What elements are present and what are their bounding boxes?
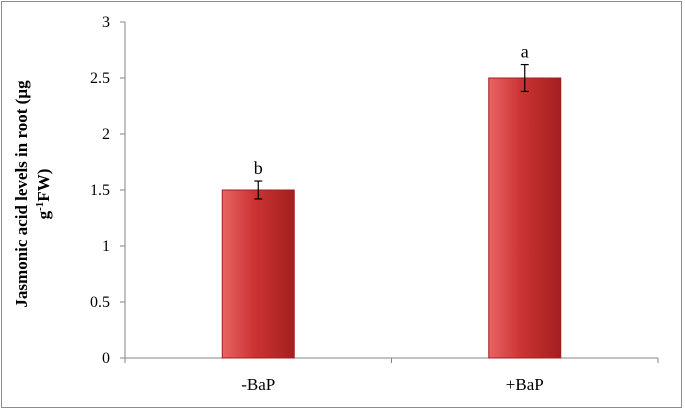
bar	[488, 77, 562, 359]
x-category-label: -BaP	[241, 375, 275, 394]
y-tick-label: 2	[102, 126, 110, 143]
y-axis-label: Jasmonic acid levels in root (µg g-1FW)	[12, 80, 53, 308]
y-tick-label: 0	[102, 350, 110, 367]
plot-area: 0 0.5 1 1.5 2 2.5 3 b -BaP a +BaP	[90, 14, 659, 394]
y-tick-label: 0.5	[90, 294, 110, 311]
y-axis-label-line2: g-1FW)	[34, 169, 53, 220]
bar	[221, 189, 295, 359]
y-tick-label: 1	[102, 238, 110, 255]
significance-letter: b	[254, 158, 263, 178]
y-axis-label-line1: Jasmonic acid levels in root (µg	[12, 80, 31, 308]
y-tick-label: 1.5	[90, 182, 110, 199]
x-category-label: +BaP	[506, 375, 544, 394]
y-tick-label: 3	[102, 14, 110, 31]
significance-letter: a	[521, 42, 529, 62]
y-tick-label: 2.5	[90, 70, 110, 87]
